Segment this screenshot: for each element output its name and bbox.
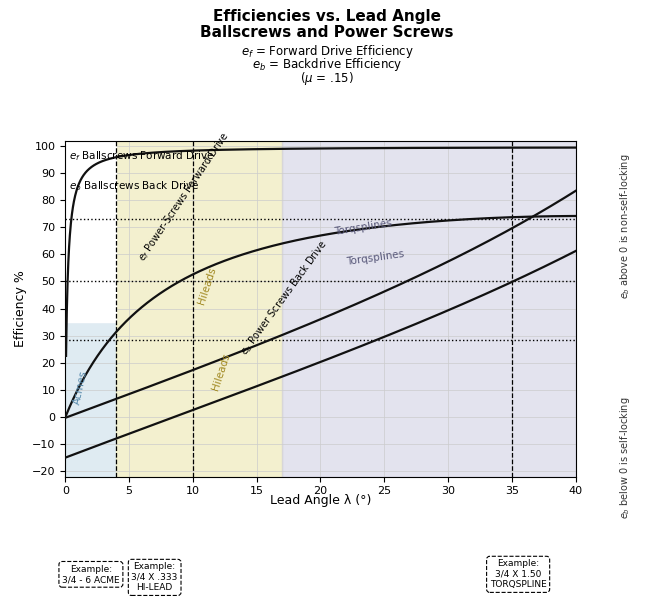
Text: $e_b$ below 0 is self-locking: $e_b$ below 0 is self-locking — [617, 397, 632, 519]
Text: Ballscrews and Power Screws: Ballscrews and Power Screws — [200, 24, 454, 40]
Text: $e_f$ Power-Screws Forward Drive: $e_f$ Power-Screws Forward Drive — [135, 129, 233, 263]
Bar — [283, 141, 576, 477]
Text: Lead Angle λ (°): Lead Angle λ (°) — [269, 494, 371, 507]
Bar — [65, 141, 116, 322]
Text: Hileads: Hileads — [197, 265, 218, 305]
Text: Example:
3/4 - 6 ACME: Example: 3/4 - 6 ACME — [62, 565, 120, 584]
Text: Torqsplines: Torqsplines — [333, 218, 392, 238]
Text: Efficiencies vs. Lead Angle: Efficiencies vs. Lead Angle — [213, 9, 441, 24]
Text: $e_b$ above 0 is non-self-locking: $e_b$ above 0 is non-self-locking — [617, 153, 632, 299]
Text: Example:
3/4 X 1.50
TORQSPLINE: Example: 3/4 X 1.50 TORQSPLINE — [490, 560, 547, 589]
Text: $e_b$ Ballscrews Back Drive: $e_b$ Ballscrews Back Drive — [69, 179, 199, 193]
Bar — [116, 141, 283, 477]
Text: Example:
3/4 X .333
HI-LEAD: Example: 3/4 X .333 HI-LEAD — [131, 563, 178, 592]
Text: $e_b$ = Backdrive Efficiency: $e_b$ = Backdrive Efficiency — [252, 56, 402, 73]
Text: ($\mu$ = .15): ($\mu$ = .15) — [300, 70, 354, 87]
Text: $e_f$ Ballscrews Forward Drive: $e_f$ Ballscrews Forward Drive — [69, 150, 215, 163]
Text: Hileads: Hileads — [211, 352, 232, 392]
Y-axis label: Efficiency %: Efficiency % — [14, 270, 27, 347]
Bar — [65, 141, 116, 477]
Text: $e_b$ Power Screws Back Drive: $e_b$ Power Screws Back Drive — [237, 238, 330, 359]
Text: Torqsplines: Torqsplines — [346, 249, 405, 267]
Text: Acmes: Acmes — [72, 369, 89, 406]
Text: $e_f$ = Forward Drive Efficiency: $e_f$ = Forward Drive Efficiency — [241, 43, 413, 60]
